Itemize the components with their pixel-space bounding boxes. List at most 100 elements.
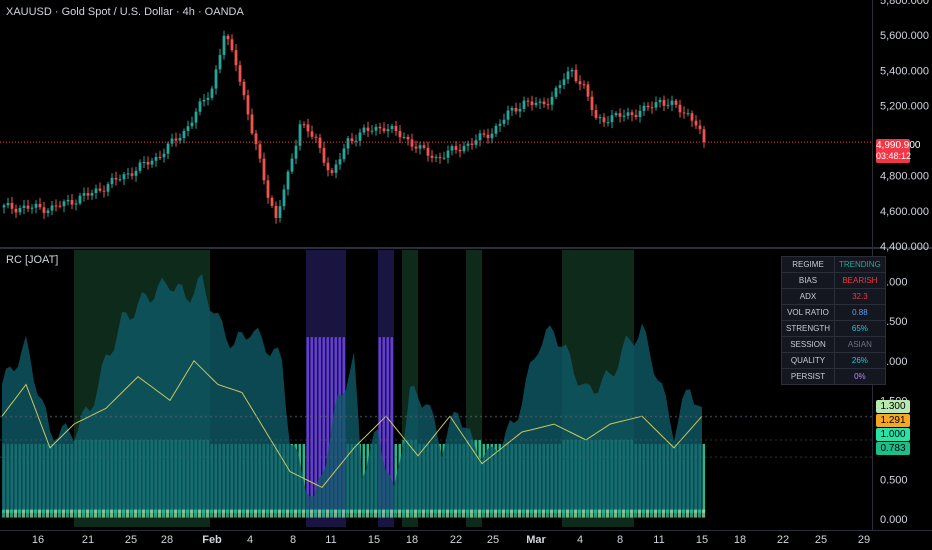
baseline-band-segment [218,509,222,518]
baseline-band-segment [18,509,22,518]
candle-body [686,113,690,115]
baseline-band-segment [210,509,214,518]
baseline-band-segment [114,509,118,518]
candle-body [338,159,342,165]
baseline-band-segment [354,509,358,518]
candle-body [110,177,114,185]
candle-body [650,107,654,109]
candle-body [114,177,118,180]
baseline-band-segment [34,509,38,518]
candle-body [298,124,302,146]
candle-body [566,71,570,80]
candle-body [90,192,94,196]
candle-body [606,122,610,124]
baseline-band-segment [38,509,42,518]
candle-body [166,143,170,154]
candle-body [126,173,130,175]
baseline-band-segment [674,509,678,518]
candle-body [554,87,558,97]
baseline-band-segment [390,509,394,518]
baseline-band-segment [22,509,26,518]
baseline-band-segment [206,509,210,518]
regime-table-value: 0.88 [834,304,886,321]
baseline-band-segment [350,509,354,518]
baseline-band-segment [410,509,414,518]
candle-body [254,133,258,145]
candle-body [518,108,522,112]
candle-body [582,84,586,86]
indicator-value-tag: 1.000 [876,428,910,441]
indicator-column [390,337,393,513]
candle-body [326,162,330,171]
candle-body [258,144,262,159]
price-tick-label: 4,600.000 [880,206,929,218]
baseline-band-segment [522,509,526,518]
baseline-band-segment [282,509,286,518]
regime-table-key: PERSIST [781,368,835,385]
indicator-column [310,337,313,513]
candle-body [210,88,214,98]
baseline-band-segment [678,509,682,518]
candle-body [170,138,174,144]
candle-body [202,99,206,102]
candle-body [362,127,366,133]
baseline-band-segment [598,509,602,518]
candle-body [390,125,394,130]
regime-table-row: STRENGTH 65% [781,320,886,337]
candle-body [82,193,86,196]
baseline-band-segment [342,509,346,518]
time-label: 15 [368,534,380,546]
candle-body [122,174,126,180]
candle-body [282,189,286,207]
candle-body [410,139,414,147]
regime-table-key: STRENGTH [781,320,835,337]
candle-body [342,148,346,160]
baseline-band-segment [630,509,634,518]
candle-body [590,96,594,111]
candle-body [262,158,266,181]
candle-body [154,157,158,161]
baseline-band-segment [498,509,502,518]
baseline-band-segment [370,509,374,518]
candle-body [54,205,58,207]
price-candles [0,30,872,224]
candle-body [162,153,166,158]
baseline-band-segment [66,509,70,518]
candle-body [546,104,550,106]
baseline-band-segment [626,509,630,518]
baseline-band-segment [270,509,274,518]
candle-body [490,133,494,139]
baseline-band-segment [546,509,550,518]
regime-table-key: BIAS [781,272,835,289]
time-label: 8 [290,534,296,546]
candle-body [302,124,306,126]
baseline-band-segment [274,509,278,518]
indicator-tick-label: 3.000 [880,277,908,289]
indicator-title[interactable]: RC [JOAT] [6,254,59,266]
baseline-band-segment [130,509,134,518]
baseline-band-segment [642,509,646,518]
candle-body [402,136,406,138]
candle-body [22,205,26,208]
baseline-band-segment [78,509,82,518]
candle-body [478,133,482,141]
regime-table-value: 0% [834,368,886,385]
indicator-column [314,337,317,513]
candle-body [334,164,338,173]
baseline-band-segment [250,509,254,518]
candle-body [658,99,662,103]
candle-body [550,96,554,105]
candle-body [486,134,490,139]
candle-body [106,184,110,192]
time-label: 25 [125,534,137,546]
baseline-band-segment [414,509,418,518]
candle-body [226,35,230,40]
candle-body [46,210,50,214]
candle-body [214,69,218,89]
candle-body [454,146,458,150]
baseline-band-segment [190,509,194,518]
candle-body [374,126,378,131]
baseline-band-segment [298,509,302,518]
